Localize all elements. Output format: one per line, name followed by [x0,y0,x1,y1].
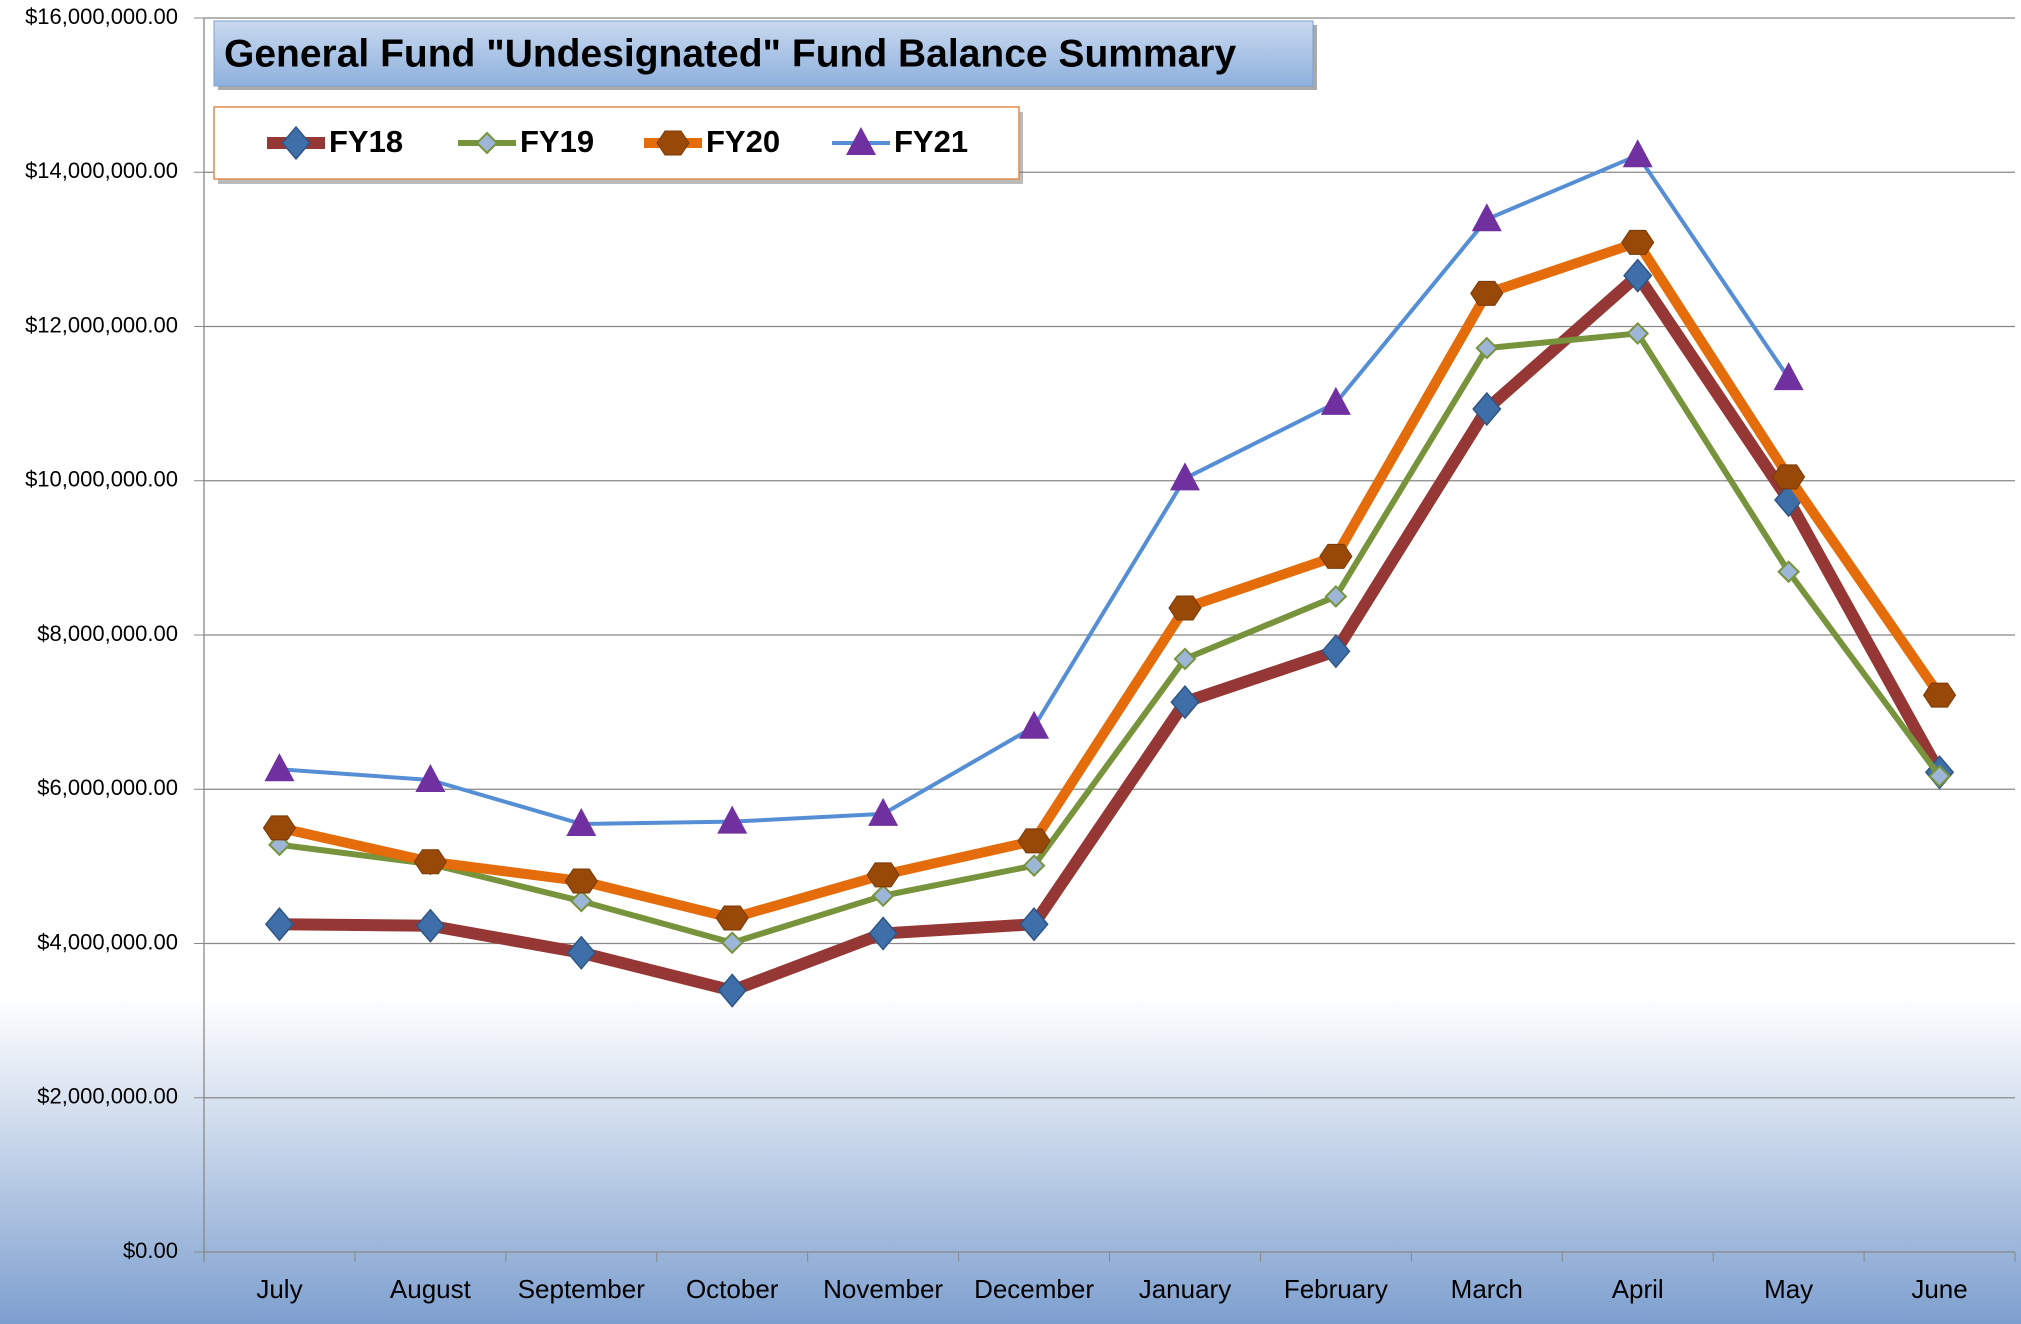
y-tick-label: $6,000,000.00 [37,775,178,800]
y-tick-label: $12,000,000.00 [25,312,178,337]
marker [264,753,295,782]
marker [1472,391,1502,427]
x-tick-label: October [686,1274,779,1304]
marker [569,889,593,913]
y-tick-label: $2,000,000.00 [37,1084,178,1109]
marker [262,815,297,841]
marker [413,849,447,875]
marker [1772,464,1806,490]
marker [1922,682,1957,708]
marker [1471,203,1502,232]
series-line [279,330,1942,946]
marker [1626,322,1650,345]
legend-marker [475,131,499,155]
series-line [279,269,1945,997]
marker [1928,764,1951,788]
x-tick-label: September [518,1274,646,1304]
marker [566,807,597,836]
chart-title: General Fund "Undesignated" Fund Balance… [224,32,1236,75]
legend-marker [656,130,690,156]
marker [717,805,748,834]
x-tick-label: March [1451,1274,1523,1304]
marker [1475,336,1499,360]
marker [1622,139,1653,168]
x-tick-label: August [390,1274,472,1304]
x-tick-label: July [256,1274,302,1304]
y-tick-label: $8,000,000.00 [37,621,178,646]
y-tick-label: $10,000,000.00 [25,467,178,492]
legend-label: FY18 [329,124,403,159]
marker [715,905,749,931]
marker [1773,362,1804,391]
y-tick-label: $16,000,000.00 [25,4,178,29]
x-tick-label: February [1284,1274,1388,1304]
marker [564,868,598,894]
background-gradient [0,995,2021,1324]
legend-marker [846,127,876,155]
legend-label: FY21 [894,124,968,159]
marker [415,908,445,943]
x-tick-label: November [823,1274,943,1304]
y-tick-label: $14,000,000.00 [25,158,178,183]
marker [1623,258,1653,293]
marker [415,763,446,792]
marker [1320,386,1351,415]
x-tick-label: December [974,1274,1094,1304]
marker [720,931,744,955]
y-tick-label: $0.00 [123,1238,178,1263]
marker [1621,229,1655,255]
plot-area: $0.00 $2,000,000.00 $4,000,000.00 $6,000,00… [25,4,2016,1304]
marker [1017,828,1051,854]
marker [1321,634,1351,669]
marker [1169,462,1200,491]
marker [1168,595,1202,621]
marker [1470,280,1504,306]
legend-label: FY20 [706,124,780,159]
marker [717,973,747,1008]
marker [1019,907,1049,942]
marker [871,884,895,908]
marker [264,907,295,942]
marker [868,916,898,951]
y-tick-label: $4,000,000.00 [37,929,178,954]
legend: FY18 FY19 FY20 FY21 [267,124,968,161]
marker [1777,560,1801,584]
marker [866,862,900,888]
x-tick-label: May [1764,1274,1813,1304]
legend-box [213,106,1020,180]
marker [1170,684,1200,720]
marker [1019,710,1050,739]
x-tick-label: January [1139,1274,1232,1304]
marker [1324,585,1348,608]
series-line [278,237,1944,924]
legend-marker [281,125,311,161]
marker [868,797,899,826]
x-tick-label: April [1612,1274,1664,1304]
legend-label: FY19 [520,124,594,159]
marker [1173,647,1197,671]
marker [1022,854,1046,878]
marker [566,935,596,970]
title-box [213,20,1314,87]
marker [1319,543,1353,569]
x-tick-label: June [1911,1274,1967,1304]
